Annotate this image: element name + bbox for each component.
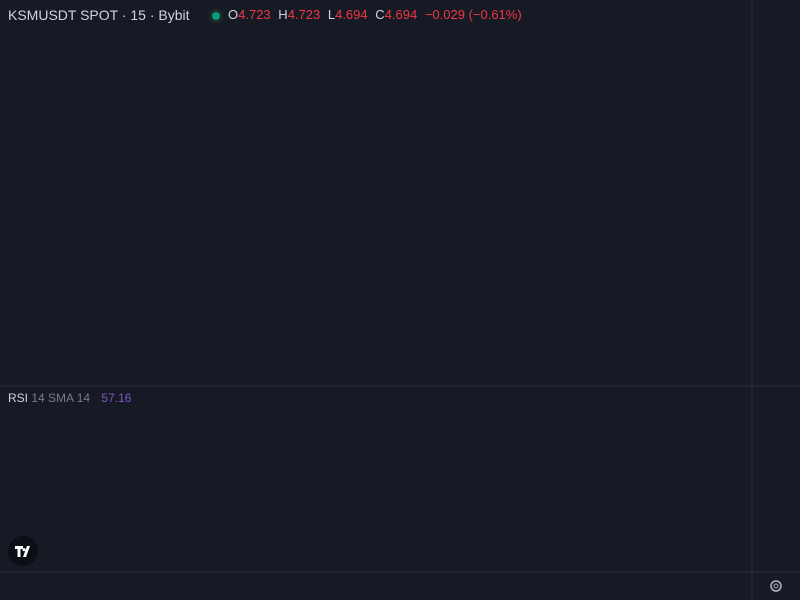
change: −0.029 (−0.61%) — [425, 7, 522, 22]
rsi-title: RSI — [8, 391, 28, 405]
header: KSMUSDT SPOT · 15 · Bybit — [8, 7, 190, 23]
rsi-params: 14 SMA 14 — [31, 391, 90, 405]
gear[interactable] — [770, 580, 782, 592]
ohlc-legend: O4.723 H4.723 L4.694 C4.694 −0.029 (−0.6… — [228, 7, 522, 22]
c-label: C — [375, 7, 384, 22]
rsi-legend: RSI 14 SMA 14 57.16 — [8, 391, 132, 405]
l-value: 4.694 — [335, 7, 368, 22]
settings-icon[interactable] — [770, 580, 782, 592]
h-value: 4.723 — [288, 7, 321, 22]
o-label: O — [228, 7, 238, 22]
h-label: H — [278, 7, 287, 22]
logo-mark[interactable] — [15, 546, 30, 557]
gear-hub[interactable] — [773, 583, 779, 589]
status-dot — [212, 12, 220, 20]
o-value: 4.723 — [238, 7, 271, 22]
l-label: L — [328, 7, 335, 22]
c-value: 4.694 — [385, 7, 418, 22]
logo-bg[interactable] — [8, 536, 38, 566]
rsi-value: 57.16 — [101, 391, 131, 405]
symbol: KSMUSDT SPOT · 15 · Bybit — [8, 7, 190, 23]
logo[interactable] — [8, 536, 38, 566]
